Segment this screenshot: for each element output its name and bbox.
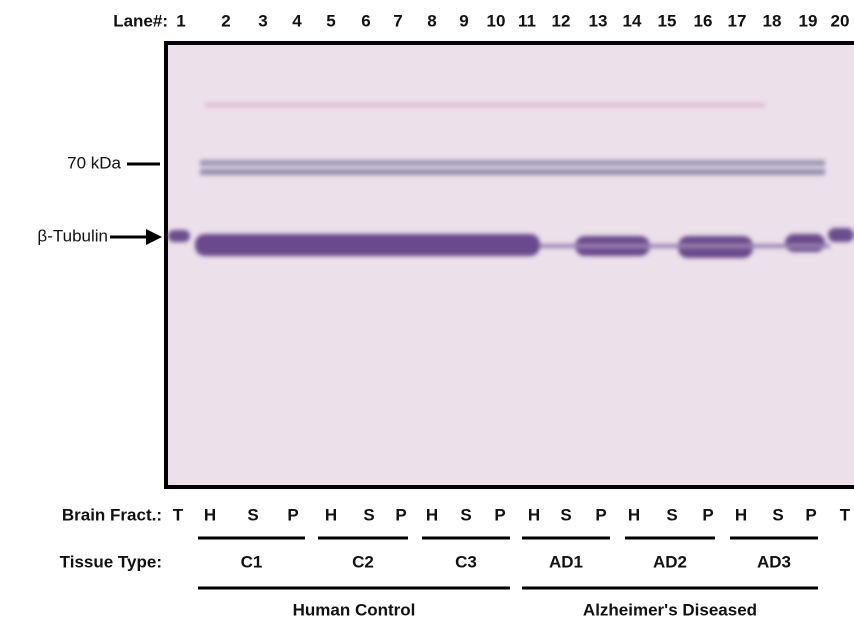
fraction-label: S [560, 505, 571, 524]
lane-number: 11 [518, 11, 536, 30]
lane-header: Lane#: [113, 11, 168, 30]
fraction-label: S [363, 505, 374, 524]
kda-label: 70 kDa [67, 153, 121, 172]
lane-number: 20 [831, 11, 850, 30]
fraction-label: T [840, 505, 851, 524]
fraction-label: S [460, 505, 471, 524]
lane-number: 4 [292, 11, 302, 30]
lane-number: 8 [427, 11, 436, 30]
lane-number: 5 [326, 11, 335, 30]
group-label: C1 [241, 552, 263, 571]
lane-number: 3 [258, 11, 267, 30]
tissue-header: Tissue Type: [60, 552, 162, 571]
lane-number: 6 [361, 11, 370, 30]
group-label: AD3 [757, 552, 791, 571]
fraction-label: S [772, 505, 783, 524]
lane-number: 7 [393, 11, 402, 30]
group-label: C2 [352, 552, 374, 571]
tubulin-label: β-Tubulin [37, 226, 108, 245]
fraction-label: P [702, 505, 713, 524]
lane-number: 19 [799, 11, 818, 30]
blot [164, 41, 854, 489]
fraction-label: P [595, 505, 606, 524]
group-label: AD1 [549, 552, 583, 571]
labels: 1 2 3 4 5 6 7 8 9 10 11 12 13 14 15 16 17 18 19 20T H S P H S P H S… [173, 11, 851, 619]
lane-number: 16 [694, 11, 713, 30]
fraction-label: H [528, 505, 540, 524]
fraction-label: T [173, 505, 184, 524]
fraction-label: H [325, 505, 337, 524]
lane-number: 9 [459, 11, 468, 30]
fraction-label: P [395, 505, 406, 524]
fraction-label: H [204, 505, 216, 524]
fraction-label: H [735, 505, 747, 524]
lane-number: 10 [487, 11, 506, 30]
supergroup-label: Alzheimer's Diseased [583, 600, 757, 619]
lane-number: 12 [552, 11, 571, 30]
lane-number: 1 [176, 11, 185, 30]
lane-number: 15 [658, 11, 677, 30]
fraction-header: Brain Fract.: [62, 505, 162, 524]
fraction-label: S [247, 505, 258, 524]
fraction-label: H [628, 505, 640, 524]
fraction-label: P [287, 505, 298, 524]
fraction-label: P [494, 505, 505, 524]
supergroup-label: Human Control [293, 600, 416, 619]
bands [168, 103, 854, 258]
arrow-head [146, 229, 162, 245]
fraction-label: H [426, 505, 438, 524]
group-label: C3 [455, 552, 477, 571]
lane-number: 18 [763, 11, 782, 30]
fraction-label: P [805, 505, 816, 524]
lane-number: 14 [623, 11, 642, 30]
group-label: AD2 [653, 552, 687, 571]
lane-number: 13 [589, 11, 608, 30]
lane-number: 17 [728, 11, 747, 30]
fraction-label: S [666, 505, 677, 524]
lane-number: 2 [221, 11, 230, 30]
